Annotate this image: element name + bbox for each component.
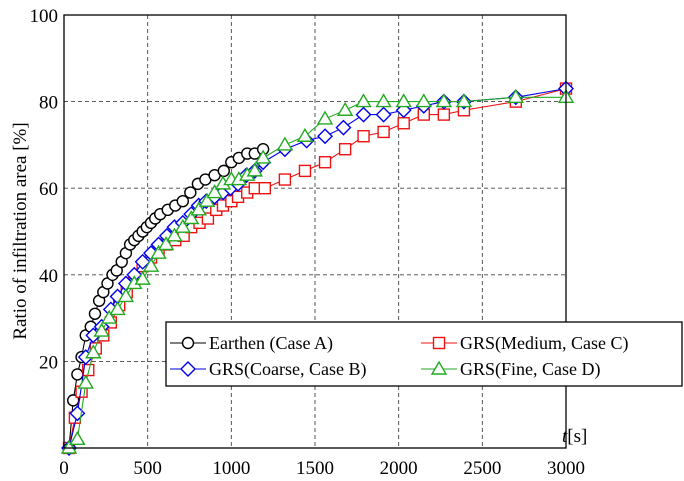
- legend-item: Earthen (Case A): [170, 333, 333, 354]
- data-point: [134, 270, 151, 285]
- data-point: [258, 181, 271, 195]
- data-point: [397, 117, 410, 130]
- y-tick-label: 40: [39, 266, 58, 287]
- data-point: [298, 164, 312, 178]
- data-point: [182, 210, 200, 225]
- data-point: [100, 309, 118, 324]
- data-point: [176, 194, 190, 208]
- series-diamond: [61, 80, 574, 456]
- data-point: [93, 322, 110, 337]
- data-point: [377, 125, 390, 139]
- x-tick-label: 1000: [212, 458, 250, 479]
- data-point: [355, 106, 372, 123]
- legend-label: Earthen (Case A): [209, 333, 333, 354]
- x-tick-label: 0: [59, 458, 69, 479]
- y-tick-label: 20: [39, 352, 58, 373]
- legend-label: GRS(Medium, Case C): [460, 333, 629, 354]
- data-point: [276, 136, 294, 151]
- x-axis-label-unit: [s]: [567, 426, 587, 447]
- data-point: [60, 439, 78, 454]
- legend-item: GRS(Medium, Case C): [421, 333, 629, 354]
- legend-marker: [180, 361, 196, 377]
- data-point: [317, 128, 334, 145]
- data-point: [357, 130, 370, 143]
- data-point: [507, 88, 525, 103]
- legend-item: GRS(Coarse, Case B): [170, 359, 366, 380]
- data-point: [174, 218, 192, 233]
- data-point: [85, 344, 102, 359]
- y-tick-labels: 20 40 60 80 100: [30, 6, 59, 373]
- legend-marker: [432, 336, 446, 350]
- x-tick-label: 3000: [547, 458, 585, 479]
- y-tick-label: 60: [39, 179, 58, 200]
- data-point: [338, 143, 352, 156]
- data-point: [190, 201, 207, 216]
- x-tick-label: 500: [133, 458, 162, 479]
- series-square: [62, 82, 573, 455]
- data-point: [157, 236, 175, 251]
- y-axis-label: Ratio of infiltration area [%]: [10, 122, 31, 339]
- legend-marker: [181, 336, 195, 350]
- y-tick-label: 80: [39, 93, 58, 114]
- data-point: [318, 156, 332, 169]
- data-point: [134, 253, 151, 270]
- data-point: [184, 186, 197, 199]
- data-point: [82, 363, 95, 377]
- data-point: [335, 119, 352, 136]
- data-point: [355, 93, 372, 108]
- legend: Earthen (Case A) GRS(Medium, Case C) GRS(C…: [165, 321, 683, 387]
- data-point: [69, 430, 86, 446]
- data-point: [109, 301, 126, 316]
- x-tick-label: 1500: [296, 458, 334, 479]
- data-point: [117, 288, 135, 303]
- legend-label: GRS(Coarse, Case B): [209, 359, 366, 380]
- x-tick-label: 2000: [380, 458, 418, 479]
- data-point: [88, 307, 102, 320]
- x-tick-label: 2500: [463, 458, 501, 479]
- data-point: [201, 212, 215, 225]
- data-point: [198, 192, 216, 207]
- data-point: [395, 93, 412, 108]
- series-layer: [60, 80, 575, 456]
- data-point: [166, 227, 183, 242]
- data-point: [217, 164, 231, 178]
- data-point: [435, 93, 453, 108]
- data-point: [316, 110, 334, 125]
- series-triangle: [60, 88, 575, 454]
- plot-frame: [63, 14, 567, 449]
- data-point: [415, 93, 432, 108]
- x-axis-label: t[s]: [562, 426, 587, 447]
- data-point: [375, 93, 392, 108]
- legend-marker: [430, 360, 448, 375]
- data-point: [142, 257, 160, 272]
- data-point: [375, 106, 392, 123]
- data-point: [77, 374, 94, 389]
- legend-box: [165, 321, 683, 387]
- data-point: [336, 101, 354, 116]
- data-point: [150, 244, 167, 259]
- data-point: [246, 162, 263, 177]
- x-axis-label-variable: t: [562, 426, 568, 447]
- x-tick-labels: 0 500 1000 1500 2000 2500 3000: [59, 458, 585, 479]
- y-tick-label: 100: [30, 6, 59, 27]
- data-point: [71, 368, 84, 381]
- data-point: [455, 93, 473, 108]
- data-point: [437, 108, 451, 121]
- legend-label: GRS(Fine, Case D): [460, 359, 601, 380]
- data-point: [278, 173, 292, 186]
- data-point: [254, 149, 272, 164]
- data-point: [206, 184, 223, 199]
- data-point: [296, 127, 314, 142]
- legend-item: GRS(Fine, Case D): [421, 359, 601, 380]
